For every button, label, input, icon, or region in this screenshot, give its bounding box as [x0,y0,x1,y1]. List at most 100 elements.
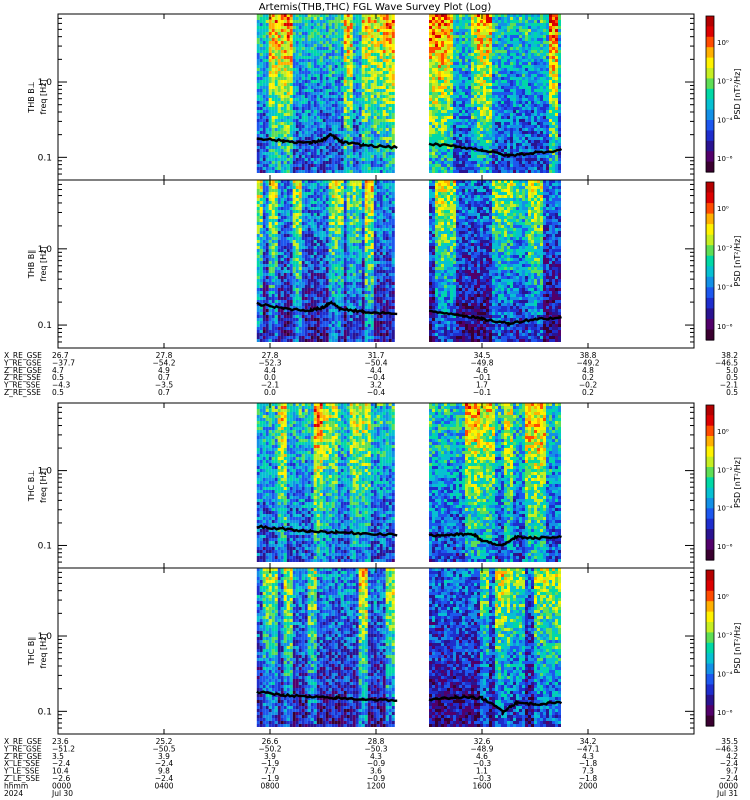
heatmap-cell [453,134,456,137]
heatmap-cell [438,134,441,137]
heatmap-cell [275,146,278,149]
heatmap-cell [314,95,317,98]
heatmap-cell [308,47,311,50]
heatmap-cell [386,101,389,104]
heatmap-cell [459,107,462,110]
heatmap-cell [492,107,495,110]
heatmap-cell [284,92,287,95]
heatmap-cell [356,170,359,173]
heatmap-cell [380,95,383,98]
heatmap-cell [359,89,362,92]
heatmap-cell [558,44,561,47]
heatmap-cell [474,164,477,167]
heatmap-cell [432,29,435,32]
heatmap-cell [320,104,323,107]
heatmap-cell [519,116,522,119]
heatmap-cell [371,32,374,35]
heatmap-cell [320,47,323,50]
heatmap-cell [516,158,519,161]
heatmap-cell [341,155,344,158]
heatmap-cell [305,77,308,80]
heatmap-cell [534,32,537,35]
heatmap-cell [374,68,377,71]
heatmap-cell [483,32,486,35]
heatmap-cell [507,170,510,173]
heatmap-cell [555,122,558,125]
heatmap-cell [335,41,338,44]
heatmap-cell [480,89,483,92]
heatmap-cell [459,110,462,113]
heatmap-cell [537,110,540,113]
heatmap-cell [392,134,395,137]
heatmap-cell [290,35,293,38]
heatmap-cell [552,77,555,80]
heatmap-cell [555,152,558,155]
heatmap-cell [296,41,299,44]
heatmap-cell [456,62,459,65]
heatmap-cell [441,134,444,137]
heatmap-cell [305,32,308,35]
heatmap-cell [513,44,516,47]
heatmap-cell [549,44,552,47]
heatmap-cell [552,116,555,119]
heatmap-cell [308,98,311,101]
heatmap-cell [362,113,365,116]
heatmap-cell [344,59,347,62]
heatmap-cell [392,104,395,107]
heatmap-cell [293,38,296,41]
heatmap-cell [549,62,552,65]
heatmap-cell [543,122,546,125]
heatmap-cell [350,65,353,68]
heatmap-cell [257,198,260,201]
heatmap-cell [290,128,293,131]
heatmap-cell [441,113,444,116]
heatmap-cell [477,17,480,20]
heatmap-cell [317,119,320,122]
heatmap-cell [438,125,441,128]
heatmap-cell [534,131,537,134]
heatmap-cell [495,86,498,89]
heatmap-cell [308,161,311,164]
heatmap-cell [335,110,338,113]
heatmap-cell [374,23,377,26]
heatmap-cell [293,17,296,20]
heatmap-cell [320,167,323,170]
heatmap-cell [323,53,326,56]
heatmap-cell [528,131,531,134]
heatmap-cell [269,128,272,131]
heatmap-cell [284,122,287,125]
heatmap-cell [429,170,432,173]
heatmap-cell [284,62,287,65]
heatmap-cell [519,68,522,71]
heatmap-cell [329,104,332,107]
heatmap-cell [549,107,552,110]
heatmap-cell [498,110,501,113]
heatmap-cell [504,20,507,23]
panel-y-axis-label: freq [Hz] [39,80,48,115]
heatmap-cell [257,104,260,107]
heatmap-cell [501,86,504,89]
heatmap-cell [549,32,552,35]
heatmap-cell [543,65,546,68]
heatmap-cell [392,38,395,41]
heatmap-cell [257,26,260,29]
heatmap-cell [290,152,293,155]
heatmap-cell [278,164,281,167]
heatmap-cell [444,89,447,92]
heatmap-cell [326,44,329,47]
heatmap-cell [305,74,308,77]
heatmap-cell [284,56,287,59]
heatmap-cell [371,167,374,170]
heatmap-cell [489,137,492,140]
heatmap-cell [290,125,293,128]
heatmap-cell [555,119,558,122]
heatmap-cell [362,167,365,170]
heatmap-cell [323,134,326,137]
heatmap-cell [380,44,383,47]
heatmap-cell [528,137,531,140]
heatmap-cell [386,128,389,131]
heatmap-cell [314,53,317,56]
heatmap-cell [552,164,555,167]
heatmap-cell [383,149,386,152]
heatmap-cell [459,98,462,101]
